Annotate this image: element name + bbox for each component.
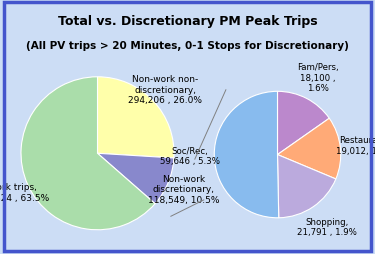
Text: Work trips,
719,824 , 63.5%: Work trips, 719,824 , 63.5% xyxy=(0,182,50,202)
Wedge shape xyxy=(21,77,155,230)
Wedge shape xyxy=(214,92,279,218)
Wedge shape xyxy=(98,154,174,204)
Text: (All PV trips > 20 Minutes, 0-1 Stops for Discretionary): (All PV trips > 20 Minutes, 0-1 Stops fo… xyxy=(26,41,349,51)
Wedge shape xyxy=(278,92,329,155)
Text: Soc/Rec,
59,646 , 5.3%: Soc/Rec, 59,646 , 5.3% xyxy=(160,146,220,165)
Text: Non-work
discretionary,
118,549, 10.5%: Non-work discretionary, 118,549, 10.5% xyxy=(148,174,220,204)
Text: Restaurant,
19,012, 1.7%: Restaurant, 19,012, 1.7% xyxy=(336,136,375,155)
Wedge shape xyxy=(98,77,174,158)
Text: Non-work non-
discretionary,
294,206 , 26.0%: Non-work non- discretionary, 294,206 , 2… xyxy=(129,75,202,105)
Text: Shopping,
21,791 , 1.9%: Shopping, 21,791 , 1.9% xyxy=(297,217,357,236)
Text: Total vs. Discretionary PM Peak Trips: Total vs. Discretionary PM Peak Trips xyxy=(58,15,317,28)
Wedge shape xyxy=(278,119,341,179)
Wedge shape xyxy=(278,155,336,218)
Text: Fam/Pers,
18,100 ,
1.6%: Fam/Pers, 18,100 , 1.6% xyxy=(297,63,339,93)
